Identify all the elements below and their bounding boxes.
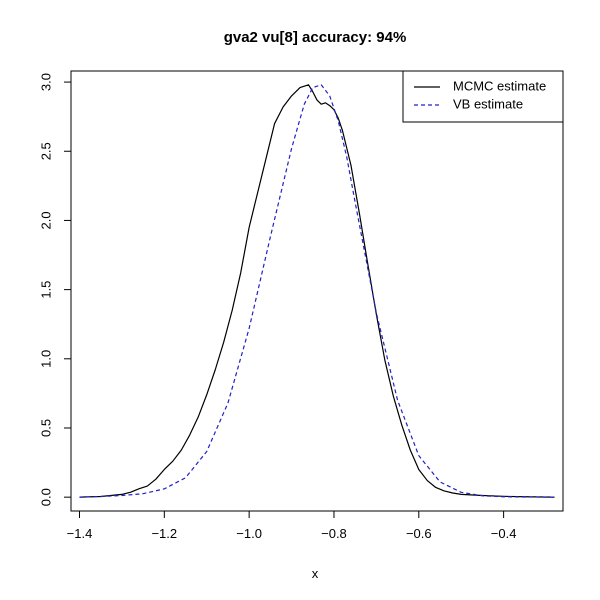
- y-tick-label: 2.5: [38, 142, 53, 160]
- y-tick-label: 0.0: [38, 488, 53, 506]
- x-tick-label: −1.4: [67, 526, 93, 541]
- y-tick-label: 1.0: [38, 350, 53, 368]
- plot-area: [70, 70, 564, 512]
- x-tick-label: −0.8: [321, 526, 347, 541]
- legend-box: [402, 70, 564, 123]
- x-axis: −1.4 −1.2 −1.0 −0.8 −0.6 −0.4: [67, 510, 517, 541]
- x-tick-label: −1.2: [151, 526, 177, 541]
- y-tick-label: 2.0: [38, 211, 53, 229]
- legend-label-vb: VB estimate: [453, 96, 523, 111]
- series-layer: [79, 84, 555, 498]
- y-tick-label: 0.5: [38, 419, 53, 437]
- vb-estimate-line: [79, 84, 555, 498]
- y-tick-label: 3.0: [38, 73, 53, 91]
- legend: MCMC estimate VB estimate: [402, 70, 564, 123]
- x-tick-label: −1.0: [236, 526, 262, 541]
- y-axis: 0.0 0.5 1.0 1.5 2.0 2.5 3.0: [38, 73, 72, 506]
- legend-label-mcmc: MCMC estimate: [453, 78, 546, 93]
- x-axis-label: x: [312, 566, 319, 581]
- y-tick-label: 1.5: [38, 281, 53, 299]
- plot-border: [70, 70, 564, 512]
- x-tick-label: −0.6: [406, 526, 432, 541]
- mcmc-estimate-line: [79, 84, 555, 498]
- x-tick-label: −0.4: [491, 526, 517, 541]
- chart-title: gva2 vu[8] accuracy: 94%: [224, 29, 407, 46]
